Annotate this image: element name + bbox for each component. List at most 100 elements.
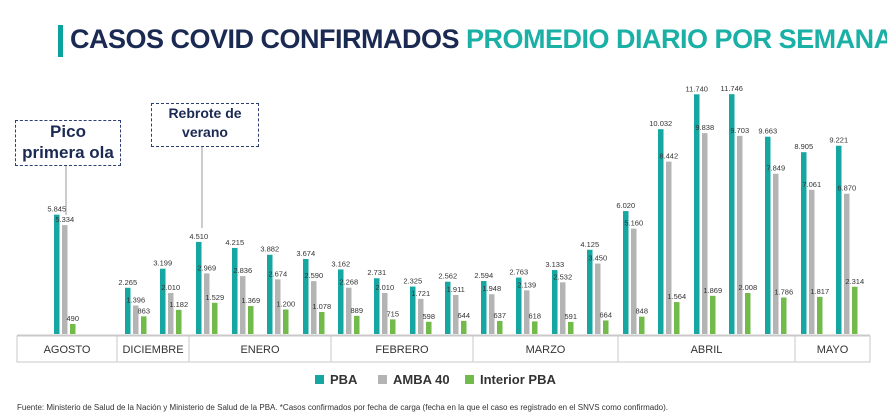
bar-pba [374, 278, 380, 334]
data-label: 4.215 [225, 238, 244, 247]
legend-label: PBA [330, 372, 358, 387]
bar-amba-40 [275, 279, 281, 334]
data-label: 2.836 [233, 266, 252, 275]
bar-amba-40 [809, 189, 815, 334]
data-label: 1.396 [126, 295, 145, 304]
bar-pba [125, 287, 131, 334]
bar-interior-pba [639, 316, 645, 334]
bar-interior-pba [141, 316, 147, 334]
bar-pba [267, 254, 273, 334]
bar-pba [836, 145, 842, 334]
bar-amba-40 [560, 282, 566, 334]
bar-interior-pba [568, 321, 574, 334]
data-label: 2.268 [339, 278, 358, 287]
bar-pba [658, 129, 664, 334]
data-label: 1.721 [411, 289, 430, 298]
bar-interior-pba [212, 302, 218, 334]
bar-pba [232, 247, 238, 334]
month-label: AGOSTO [44, 344, 91, 356]
callout-line: Rebrote de [168, 105, 242, 121]
bar-pba [303, 258, 309, 334]
data-label: 9.663 [758, 127, 777, 136]
data-label: 11.746 [721, 84, 743, 93]
data-label: 8.442 [659, 152, 678, 161]
bar-amba-40 [524, 290, 530, 334]
bar-amba-40 [773, 173, 779, 334]
bar-pba [481, 281, 487, 334]
bar-pba [338, 269, 344, 334]
month-label: MAYO [817, 344, 849, 356]
bar-amba-40 [133, 305, 139, 334]
bar-amba-40 [62, 225, 68, 334]
data-label: 2.562 [438, 272, 457, 281]
callout-summer-rebound: Rebrote de verano [151, 103, 259, 147]
data-label: 1.369 [241, 296, 260, 305]
bar-pba [445, 281, 451, 334]
legend-label: AMBA 40 [393, 372, 450, 387]
callout-line: Pico [50, 122, 86, 141]
month-label: FEBRERO [375, 344, 429, 356]
data-label: 618 [528, 311, 541, 320]
data-label: 2.325 [403, 277, 422, 286]
data-label: 1.564 [667, 292, 686, 301]
data-label: 2.590 [304, 271, 323, 280]
source-note: Fuente: Ministerio de Salud de la Nación… [17, 403, 669, 412]
data-label: 2.532 [553, 272, 572, 281]
data-label: 2.010 [375, 283, 394, 292]
chart-title: CASOS COVID CONFIRMADOS PROMEDIO DIARIO … [70, 24, 887, 55]
bar-pba [694, 94, 700, 334]
bar-interior-pba [248, 306, 254, 334]
bar-amba-40 [240, 276, 246, 334]
bar-pba [587, 249, 593, 334]
legend-swatch [465, 375, 474, 384]
bar-pba [160, 268, 166, 334]
bar-interior-pba [781, 297, 787, 334]
bar-interior-pba [354, 315, 360, 334]
bar-interior-pba [817, 296, 823, 334]
bar-interior-pba [390, 319, 396, 334]
legend-swatch [378, 375, 387, 384]
month-label: ENERO [240, 344, 280, 356]
bar-interior-pba [852, 286, 858, 334]
bar-amba-40 [489, 294, 495, 334]
data-label: 5.845 [47, 205, 66, 214]
x-axis-month-band [16, 335, 871, 363]
data-label: 3.882 [260, 245, 279, 254]
month-label: DICIEMBRE [122, 344, 183, 356]
bar-amba-40 [204, 273, 210, 334]
data-label: 2.969 [197, 263, 216, 272]
data-label: 1.911 [447, 285, 465, 294]
bar-pba [765, 136, 771, 334]
data-label: 889 [350, 306, 363, 315]
bar-interior-pba [710, 295, 716, 334]
data-label: 9.703 [730, 126, 749, 135]
data-label: 3.199 [153, 259, 172, 268]
bar-pba [623, 211, 629, 334]
data-label: 2.265 [118, 278, 137, 287]
data-label: 2.674 [268, 269, 287, 278]
bar-pba [54, 214, 60, 334]
bar-pba [516, 277, 522, 334]
data-label: 664 [599, 310, 612, 319]
data-label: 8.905 [794, 142, 813, 151]
data-label: 2.008 [738, 283, 757, 292]
bar-interior-pba [461, 320, 467, 334]
bar-interior-pba [176, 309, 182, 334]
bar-pba [196, 241, 202, 334]
data-label: 1.529 [205, 293, 224, 302]
data-label: 3.674 [296, 249, 315, 258]
bar-interior-pba [426, 321, 432, 334]
bar-amba-40 [666, 161, 672, 334]
data-label: 1.786 [774, 288, 793, 297]
data-label: 863 [137, 306, 150, 315]
title-part-1: CASOS COVID CONFIRMADOS [70, 24, 460, 54]
data-label: 1.948 [482, 284, 501, 293]
bar-interior-pba [674, 302, 680, 334]
data-label: 1.869 [703, 286, 722, 295]
legend-item-pba: PBA [315, 372, 357, 387]
bar-amba-40 [346, 287, 352, 334]
data-label: 5.334 [55, 215, 74, 224]
data-label: 9.221 [829, 136, 848, 145]
data-label: 591 [564, 312, 577, 321]
data-label: 2.010 [161, 283, 180, 292]
